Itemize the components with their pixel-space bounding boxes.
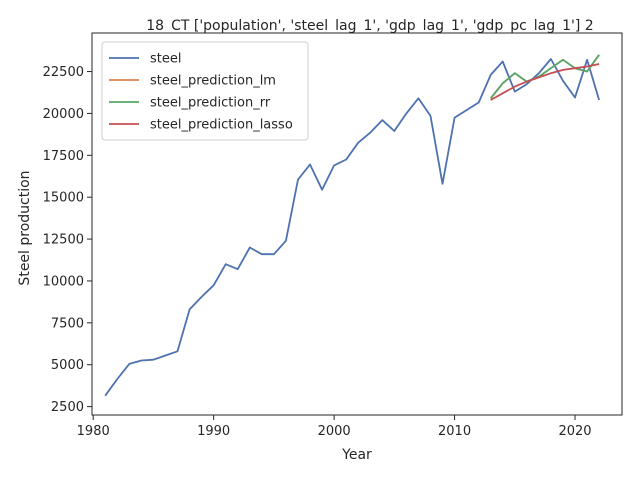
series-line-steel-prediction-rr	[489, 54, 600, 99]
x-axis: 1980 1990 2000 2010 2020	[77, 415, 592, 439]
y-tick-label: 20000	[43, 107, 84, 122]
x-tick-label: 2000	[318, 424, 351, 439]
y-tick-label: 10000	[43, 274, 84, 289]
y-axis: 2500 5000 7500 10000 12500 15000 17500 20000 225…	[43, 65, 92, 415]
y-tick-label: 5000	[51, 358, 84, 373]
x-tick-label: 2020	[558, 424, 591, 439]
y-tick-label: 7500	[51, 316, 84, 331]
y-tick-label: 17500	[43, 149, 84, 164]
legend-label: steel_prediction_rr	[150, 96, 271, 111]
legend-box	[101, 41, 309, 141]
plot-frame	[91, 32, 623, 416]
y-tick-label: 2500	[51, 400, 84, 415]
x-tick-label: 1990	[197, 424, 230, 439]
x-tick-label: 1980	[77, 424, 110, 439]
legend-label: steel_prediction_lasso	[150, 118, 293, 133]
series-layer	[104, 54, 600, 397]
legend-label: steel_prediction_lm	[150, 74, 276, 89]
chart-title: 18_CT ['population', 'steel_lag_1', 'gdp…	[146, 18, 593, 34]
y-tick-label: 22500	[43, 65, 84, 80]
x-axis-label: Year	[341, 447, 372, 463]
legend-label: steel	[150, 52, 181, 67]
y-tick-label: 12500	[43, 233, 84, 248]
series-line-steel-prediction-lasso	[490, 63, 600, 101]
y-axis-label: Steel production	[17, 170, 33, 285]
legend: steel steel_prediction_lm steel_prediction…	[101, 41, 309, 141]
y-tick-label: 15000	[43, 191, 84, 206]
series-line-steel	[104, 58, 600, 397]
x-tick-label: 2010	[438, 424, 471, 439]
